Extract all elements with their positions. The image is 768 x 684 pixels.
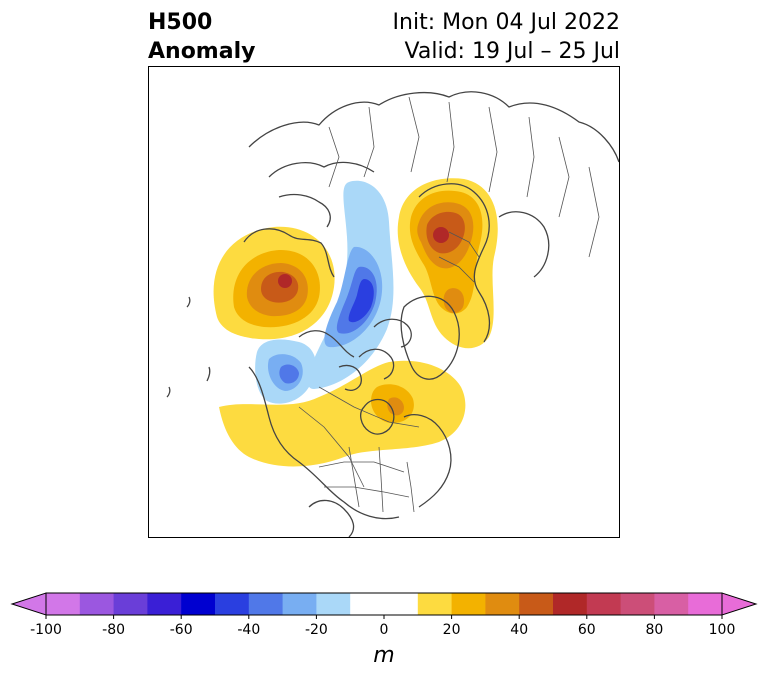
colorbar-tick-label: 0: [380, 622, 389, 635]
colorbar-segment: [485, 593, 520, 615]
colorbar-segments: [10, 592, 758, 616]
colorbar-tick-label: -100: [30, 622, 62, 635]
anomaly-shading: [213, 178, 498, 467]
anomaly-map: [148, 66, 620, 538]
init-date: Init: Mon 04 Jul 2022: [392, 10, 620, 35]
colorbar-under-arrow: [10, 592, 47, 616]
colorbar-segment: [620, 593, 655, 615]
colorbar-tick-label: 60: [578, 622, 596, 635]
colorbar-segment: [350, 593, 419, 615]
colorbar-units: m: [373, 643, 395, 668]
map-title: H500 Anomaly: [148, 8, 255, 66]
colorbar-tick-label: 80: [645, 622, 663, 635]
colorbar-segment: [248, 593, 284, 615]
colorbar-segment: [46, 593, 81, 615]
colorbar-segment: [113, 593, 148, 615]
colorbar-segment: [451, 593, 486, 615]
colorbar-ticks: -100 -80 -60 -40 -20 0 20 40 60 80 100: [30, 615, 735, 635]
colorbar-tick-label: -20: [305, 622, 328, 635]
colorbar-segment: [316, 593, 351, 615]
colorbar-segment: [417, 593, 453, 615]
colorbar-segment: [586, 593, 622, 615]
colorbar-segment: [181, 593, 216, 615]
colorbar-segment: [519, 593, 554, 615]
title-variable: H500: [148, 10, 213, 35]
colorbar-segment: [215, 593, 250, 615]
colorbar-segment: [654, 593, 689, 615]
title-type: Anomaly: [148, 39, 256, 64]
colorbar-segment: [688, 593, 723, 615]
colorbar-segment: [147, 593, 182, 615]
colorbar-tick-label: -40: [237, 622, 260, 635]
colorbar-over-arrow: [721, 592, 758, 616]
coastlines: [166, 91, 619, 537]
map-dates: Init: Mon 04 Jul 2022 Valid: 19 Jul – 25…: [393, 8, 620, 66]
colorbar-segment: [282, 593, 317, 615]
colorbar-tick-label: 20: [443, 622, 461, 635]
colorbar-tick-label: -80: [102, 622, 125, 635]
colorbar-tick-label: 100: [709, 622, 736, 635]
colorbar: -100 -80 -60 -40 -20 0 20 40 60 80 100: [10, 592, 758, 635]
colorbar-tick-label: -60: [170, 622, 193, 635]
colorbar-segment: [79, 593, 115, 615]
borders: [298, 96, 600, 513]
colorbar-tick-label: 40: [510, 622, 528, 635]
map-svg: [166, 91, 619, 537]
valid-range: Valid: 19 Jul – 25 Jul: [404, 39, 620, 64]
colorbar-segment: [553, 593, 588, 615]
